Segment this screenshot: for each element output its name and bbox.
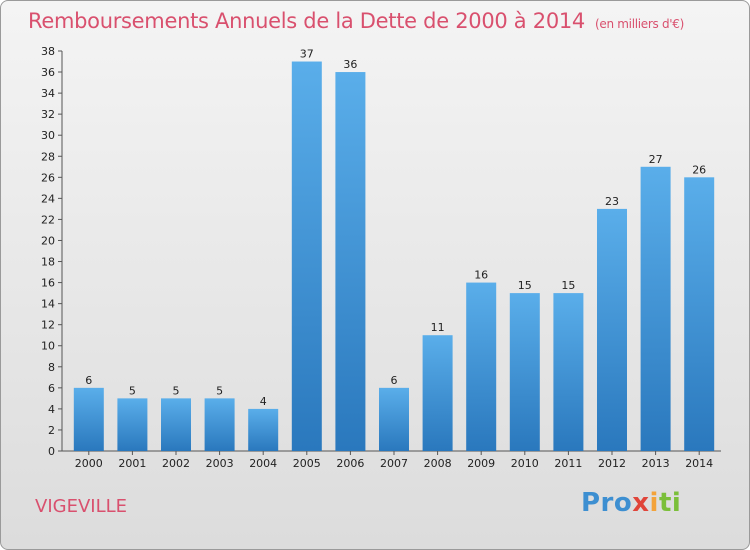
- bar: [422, 335, 453, 451]
- y-tick-label: 24: [41, 192, 55, 205]
- y-tick-label: 8: [48, 361, 55, 374]
- logo-part-1: Pro: [581, 488, 633, 518]
- data-label: 26: [692, 163, 706, 176]
- bar: [161, 398, 191, 451]
- y-tick-label: 14: [41, 298, 55, 311]
- x-tick-label: 2000: [75, 457, 103, 470]
- bar: [640, 166, 671, 451]
- x-tick-label: 2004: [249, 457, 277, 470]
- data-label: 11: [431, 321, 445, 334]
- y-tick-label: 6: [48, 382, 55, 395]
- x-tick-label: 2013: [642, 457, 670, 470]
- bar: [204, 398, 235, 451]
- bar: [466, 282, 497, 451]
- x-tick-label: 2001: [118, 457, 146, 470]
- y-tick-label: 26: [41, 171, 55, 184]
- data-label: 36: [343, 58, 357, 71]
- x-tick-label: 2010: [511, 457, 539, 470]
- x-tick-label: 2002: [162, 457, 190, 470]
- x-tick-label: 2005: [293, 457, 321, 470]
- y-tick-label: 18: [41, 256, 55, 269]
- x-tick-label: 2011: [554, 457, 582, 470]
- data-label: 4: [260, 395, 267, 408]
- y-tick-label: 32: [41, 108, 55, 121]
- data-label: 16: [474, 269, 488, 282]
- data-label: 5: [129, 384, 136, 397]
- chart-title-text: Remboursements Annuels de la Dette de 20…: [28, 9, 585, 33]
- x-tick-label: 2007: [380, 457, 408, 470]
- logo-part-4: ti: [658, 488, 682, 518]
- chart-unit: (en milliers d'€): [595, 17, 685, 31]
- proxiti-logo: Proxiti: [581, 488, 681, 520]
- y-tick-label: 0: [48, 445, 55, 458]
- data-label: 15: [518, 279, 532, 292]
- data-label: 23: [605, 195, 619, 208]
- data-label: 27: [649, 153, 663, 166]
- y-tick-label: 10: [41, 340, 55, 353]
- y-tick-label: 20: [41, 234, 55, 247]
- commune-label: VIGEVILLE: [35, 496, 127, 517]
- x-tick-label: 2014: [685, 457, 713, 470]
- y-tick-label: 16: [41, 277, 55, 290]
- bar: [597, 208, 627, 451]
- bar: [335, 72, 366, 451]
- data-label: 15: [561, 279, 575, 292]
- data-label: 37: [300, 48, 314, 61]
- bar: [291, 61, 322, 452]
- x-tick-label: 2008: [424, 457, 452, 470]
- x-tick-label: 2006: [336, 457, 364, 470]
- bar: [73, 387, 104, 451]
- y-tick-label: 28: [41, 150, 55, 163]
- y-tick-label: 22: [41, 213, 55, 226]
- data-label: 6: [85, 374, 92, 387]
- y-tick-label: 34: [41, 87, 55, 100]
- y-tick-label: 30: [41, 129, 55, 142]
- logo-part-3: i: [649, 488, 659, 518]
- y-tick-label: 2: [48, 424, 55, 437]
- chart-title: Remboursements Annuels de la Dette de 20…: [28, 9, 684, 33]
- x-tick-label: 2009: [467, 457, 495, 470]
- bar: [553, 293, 584, 451]
- y-tick-label: 38: [41, 45, 55, 58]
- bar: [684, 177, 715, 451]
- bar: [509, 293, 540, 451]
- y-tick-label: 12: [41, 319, 55, 332]
- y-tick-label: 4: [48, 403, 55, 416]
- y-tick-label: 36: [41, 66, 55, 79]
- data-label: 5: [173, 384, 180, 397]
- bar: [379, 387, 409, 451]
- bar: [117, 398, 148, 451]
- bar: [248, 408, 279, 451]
- x-tick-label: 2003: [206, 457, 234, 470]
- data-label: 6: [391, 374, 398, 387]
- x-tick-label: 2012: [598, 457, 626, 470]
- data-label: 5: [216, 384, 223, 397]
- logo-part-2: x: [632, 488, 650, 518]
